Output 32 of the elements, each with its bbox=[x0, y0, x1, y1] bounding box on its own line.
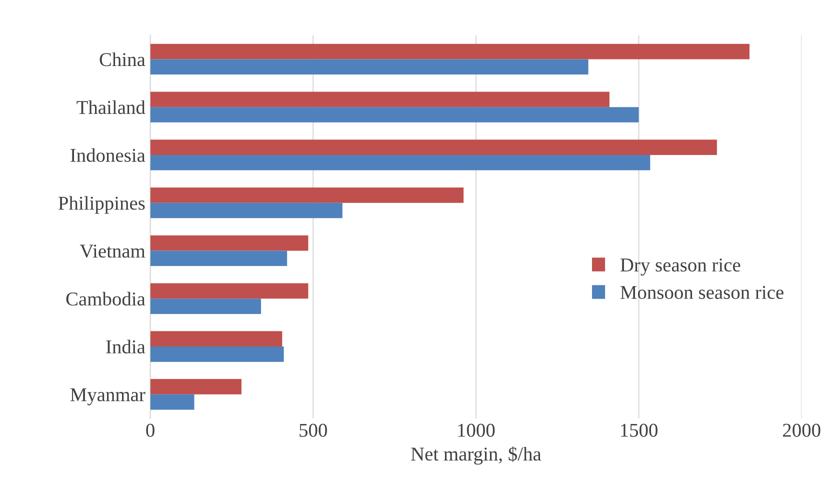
x-tick-label: 1500 bbox=[621, 424, 658, 437]
bar bbox=[150, 379, 242, 394]
y-tick-label: Myanmar bbox=[70, 388, 146, 406]
bar bbox=[150, 59, 588, 75]
bar bbox=[150, 92, 610, 108]
y-tick-label: Vietnam bbox=[80, 244, 146, 258]
x-tick-label: 2000 bbox=[783, 424, 820, 437]
x-tick-label: 1000 bbox=[458, 424, 495, 437]
y-tick-label: Indonesia bbox=[70, 148, 146, 162]
bar bbox=[150, 107, 639, 122]
x-tick-label: 500 bbox=[300, 424, 327, 437]
bar bbox=[150, 188, 464, 203]
bar bbox=[150, 298, 262, 314]
y-tick-label: Philippines bbox=[58, 196, 145, 214]
bar bbox=[150, 202, 342, 218]
bar bbox=[150, 394, 194, 410]
x-axis-title: Net margin, $/ha bbox=[411, 446, 542, 465]
y-tick-label: Thailand bbox=[76, 100, 146, 114]
legend-label: Dry season rice bbox=[620, 258, 740, 276]
legend-label: Monsoon season rice bbox=[620, 286, 784, 299]
bar bbox=[150, 140, 717, 155]
bar bbox=[150, 331, 282, 346]
bar bbox=[150, 346, 284, 362]
bar bbox=[150, 235, 308, 251]
bar bbox=[150, 250, 288, 266]
bar bbox=[150, 283, 308, 299]
x-tick-label: 0 bbox=[146, 424, 154, 437]
y-tick-label: India bbox=[106, 340, 146, 354]
y-tick-label: Cambodia bbox=[66, 292, 146, 306]
y-tick-label: China bbox=[100, 52, 146, 66]
bar bbox=[150, 44, 750, 60]
bar bbox=[150, 154, 650, 170]
